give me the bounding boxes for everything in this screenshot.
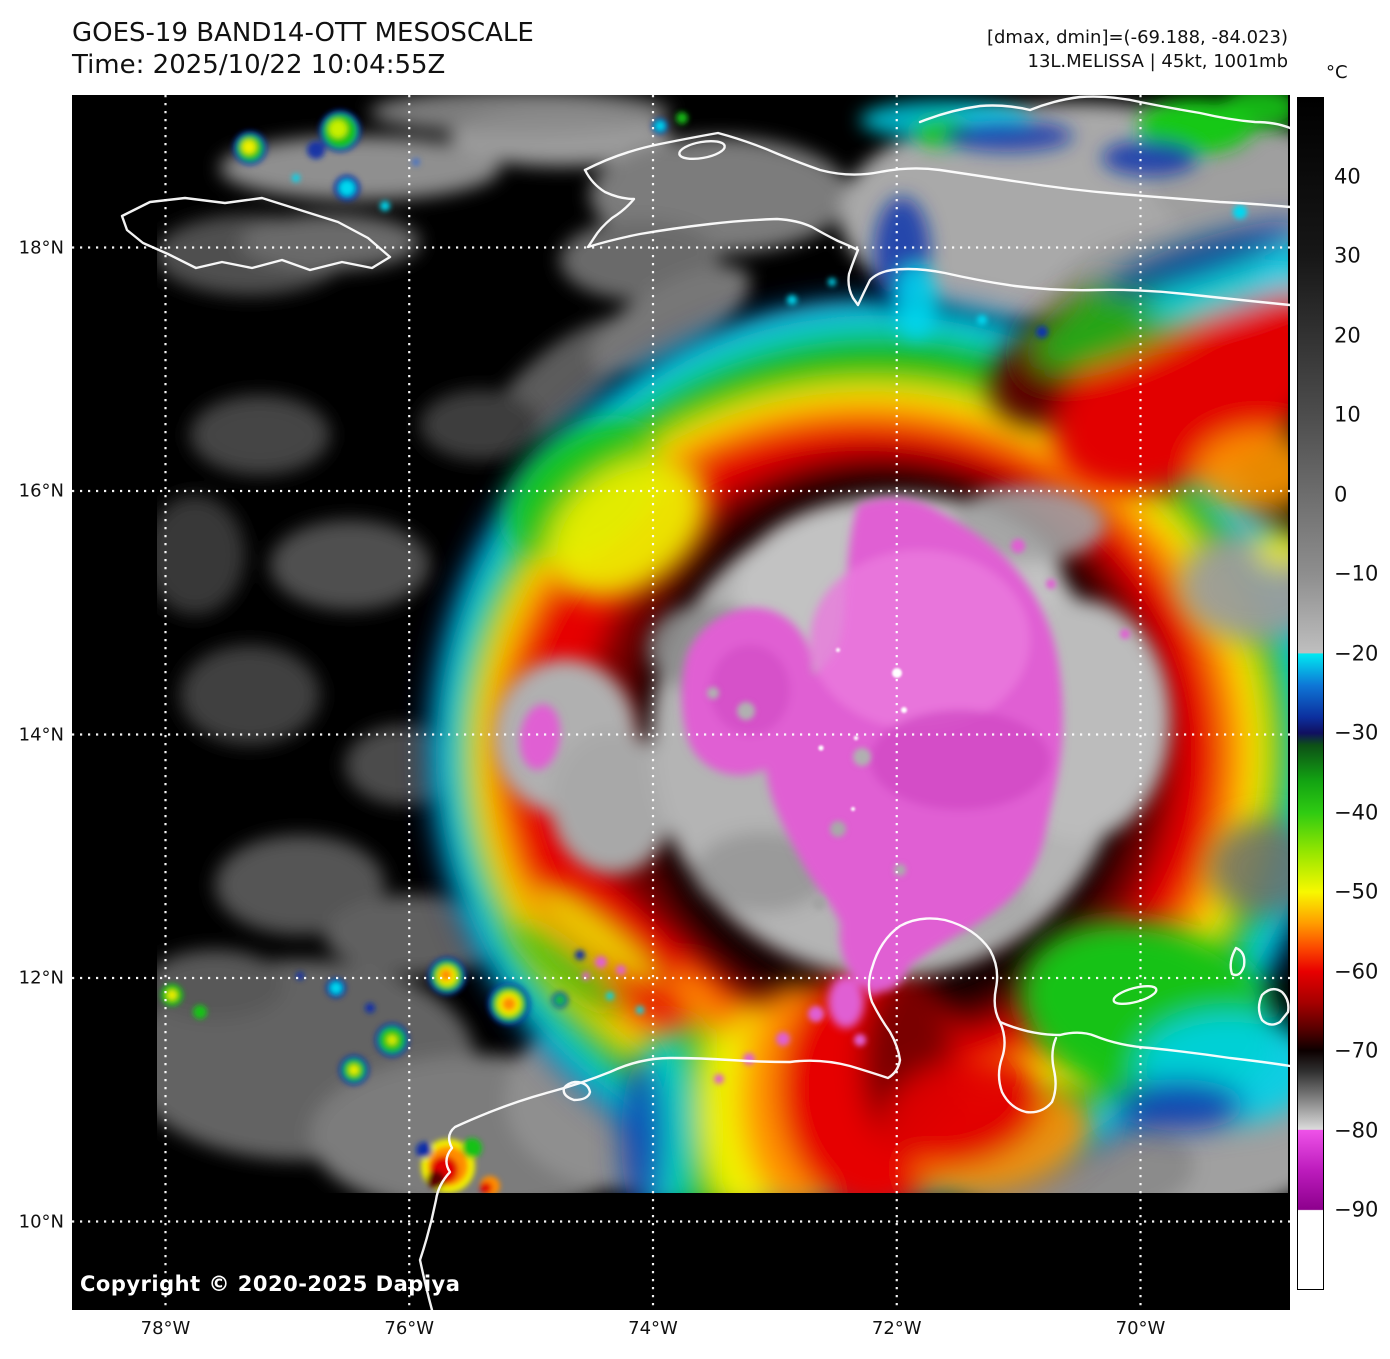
colorbar-tick-label: −60 <box>1334 959 1379 984</box>
hurricane-eye-cold-tops <box>519 498 1063 1028</box>
colorbar-tick-label: −90 <box>1334 1197 1379 1222</box>
hispaniola-north-coastline <box>583 131 1290 209</box>
convective-cells <box>161 110 1247 1193</box>
colorbar-tick-label: −30 <box>1334 720 1379 745</box>
colorbar-gradient <box>1297 97 1324 1290</box>
coastlines <box>120 95 1290 1310</box>
longitude-tick-label: 74°W <box>628 1318 678 1339</box>
storm-info-block: [dmax, dmin]=(-69.188, -84.023) 13L.MELI… <box>987 26 1288 75</box>
spiral-bands <box>507 220 1288 1193</box>
cuba-coastline <box>918 95 1290 130</box>
storm-name-intensity: 13L.MELISSA | 45kt, 1001mb <box>1027 51 1289 73</box>
colorbar-tick-label: −10 <box>1334 561 1379 586</box>
colorbar-tick-label: −40 <box>1334 800 1379 825</box>
latitude-tick-label: 16°N <box>18 480 64 502</box>
graticule-gridlines <box>72 95 1290 1310</box>
cienaga-lagoon-coastline <box>562 1080 592 1102</box>
colorbar-tick-label: 40 <box>1334 164 1361 189</box>
colorbar-tick-label: 30 <box>1334 243 1361 268</box>
north-cloud-accents <box>860 95 1288 340</box>
cold-top-specks <box>582 539 1130 1084</box>
colorbar-tick-label: 0 <box>1334 482 1348 507</box>
paraguana-coastline <box>1257 987 1290 1026</box>
colorbar-tick-label: 10 <box>1334 402 1361 427</box>
latitude-tick-label: 10°N <box>18 1211 64 1232</box>
title-block: GOES-19 BAND14-OTT MESOSCALE Time: 2025/… <box>72 18 534 81</box>
curacao-island <box>1112 984 1158 1006</box>
colorbar-tick-label: −20 <box>1334 641 1379 666</box>
colorbar-tick-label: −80 <box>1334 1118 1379 1143</box>
colorbar-tick-label: −70 <box>1334 1038 1379 1063</box>
copyright-watermark: Copyright © 2020-2025 Dapiya <box>80 1272 461 1296</box>
longitude-tick-label: 76°W <box>384 1318 435 1339</box>
colorbar-unit-label: °C <box>1326 62 1348 83</box>
aruba-island <box>1229 946 1246 977</box>
jamaica-coastline <box>120 196 392 272</box>
latitude-tick-label: 14°N <box>18 724 64 745</box>
latitude-tick-label: 18°N <box>18 237 64 258</box>
longitude-tick-label: 70°W <box>1115 1318 1166 1339</box>
colorbar-tick-label: 20 <box>1334 323 1361 348</box>
latitude-tick-label: 12°N <box>18 967 64 989</box>
hispaniola-south-coastline <box>583 168 1290 307</box>
colombia-coastline <box>418 966 902 1310</box>
dmax-dmin-readout: [dmax, dmin]=(-69.188, -84.023) <box>986 27 1288 48</box>
colorbar-tick-label: −50 <box>1334 879 1379 904</box>
longitude-tick-label: 72°W <box>871 1318 922 1339</box>
gonave-island-coastline <box>678 139 726 161</box>
timestamp: Time: 2025/10/22 10:04:55Z <box>72 49 446 80</box>
maracaibo-coastline <box>997 1020 1058 1114</box>
product-title: GOES-19 BAND14-OTT MESOSCALE <box>72 18 534 48</box>
longitude-tick-label: 78°W <box>140 1318 191 1339</box>
